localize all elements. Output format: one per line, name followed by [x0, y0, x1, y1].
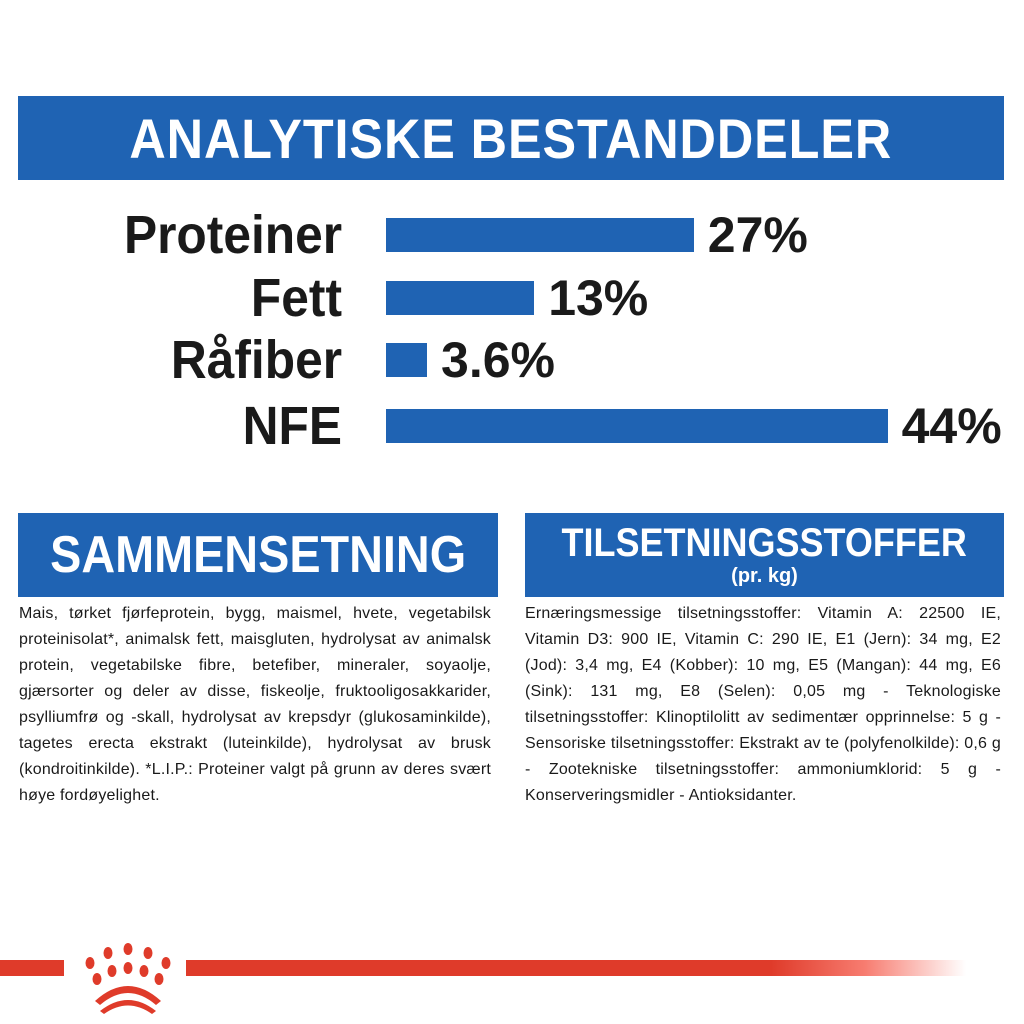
- composition-header: SAMMENSETNING: [18, 513, 498, 597]
- analytics-row: Fett 13%: [0, 268, 1024, 328]
- nutrient-value: 13%: [548, 270, 649, 326]
- nutrient-value: 3.6%: [441, 332, 555, 388]
- nutrient-value: 27%: [707, 207, 808, 263]
- additives-title: TILSETNINGSSTOFFER: [561, 521, 968, 565]
- analytics-row: NFE 44%: [0, 396, 1024, 456]
- footer-stripe-left: [0, 960, 64, 976]
- nutrient-bar: [386, 281, 535, 315]
- analytics-row: Råfiber 3.6%: [0, 330, 1024, 390]
- composition-title: SAMMENSETNING: [49, 526, 467, 584]
- additives-subtitle: (pr. kg): [731, 565, 798, 587]
- nutrient-bar: [386, 409, 888, 443]
- royal-canin-crown-icon: [85, 943, 171, 1014]
- footer-stripe-right: [186, 960, 966, 976]
- nutrient-bar: [386, 343, 428, 377]
- nutrient-label: Råfiber: [170, 330, 342, 390]
- analytics-header: ANALYTISKE BESTANDDELER: [18, 96, 1004, 180]
- nutrient-label: Proteiner: [123, 205, 342, 265]
- nutrient-value: 44%: [901, 398, 1002, 454]
- nutrient-bar: [386, 218, 694, 252]
- additives-text: Ernæringsmessige tilsetningsstoffer: Vit…: [525, 605, 1001, 804]
- nutrient-label: NFE: [242, 396, 342, 456]
- analytics-row: Proteiner 27%: [0, 205, 1024, 265]
- analytics-title: ANALYTISKE BESTANDDELER: [129, 106, 893, 170]
- nutrient-label: Fett: [250, 268, 342, 328]
- additives-header: TILSETNINGSSTOFFER (pr. kg): [525, 513, 1004, 597]
- composition-text: Mais, tørket fjørfeprotein, bygg, maisme…: [19, 605, 491, 804]
